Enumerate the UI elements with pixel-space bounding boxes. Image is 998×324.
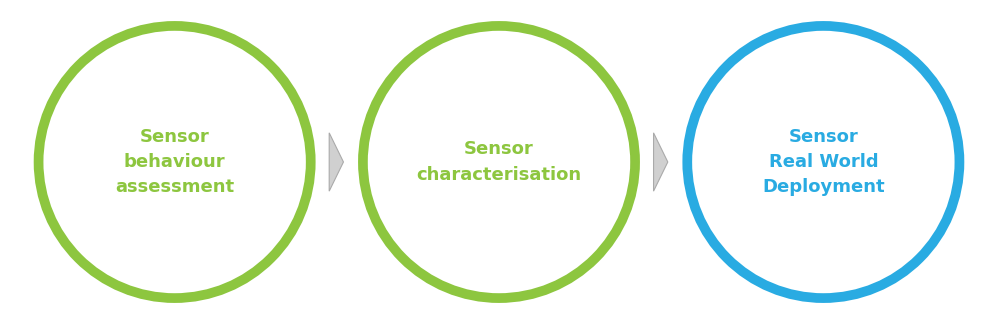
Text: Sensor
behaviour
assessment: Sensor behaviour assessment (115, 128, 235, 196)
Polygon shape (329, 133, 343, 191)
Text: Sensor
characterisation: Sensor characterisation (416, 141, 582, 183)
Text: Sensor
Real World
Deployment: Sensor Real World Deployment (762, 128, 884, 196)
Polygon shape (654, 133, 668, 191)
